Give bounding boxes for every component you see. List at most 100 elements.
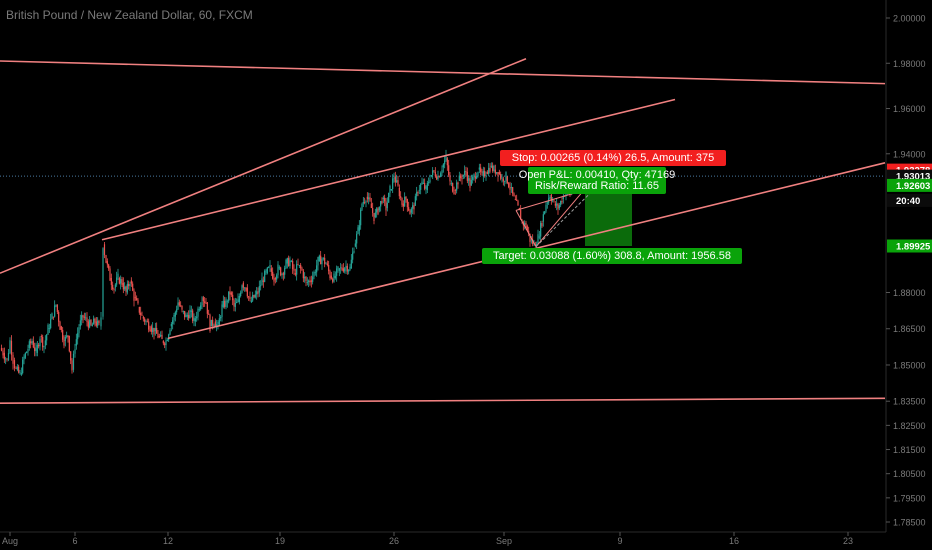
candle-body (2, 350, 4, 356)
candle-body (34, 347, 36, 352)
candle-body (313, 271, 315, 277)
candle-body (226, 301, 228, 303)
candle-body (186, 315, 188, 317)
candle-body (18, 366, 20, 373)
candle-body (490, 165, 492, 168)
candle-body (306, 281, 308, 283)
candle-body (130, 280, 132, 284)
candle-body (560, 201, 562, 206)
candle-body (280, 267, 282, 276)
candle-body (67, 335, 69, 338)
candle-body (465, 170, 467, 173)
candle-body (386, 202, 388, 209)
candle-body (286, 258, 288, 264)
candle-body (366, 196, 368, 200)
price-tag: 1.92603 (887, 178, 932, 192)
candle-body (133, 290, 135, 301)
candle-body (210, 319, 212, 327)
candle-body (360, 209, 362, 226)
candle-body (184, 310, 186, 318)
candle-body (74, 349, 76, 354)
candle-body (148, 321, 150, 330)
candle-body (192, 310, 194, 321)
candle-body (393, 177, 395, 179)
candle-body (109, 268, 111, 281)
candle-body (552, 200, 554, 202)
price-tag: 20:40 (887, 193, 932, 207)
candle-body (172, 320, 174, 324)
candle-body (546, 202, 548, 204)
candle-body (297, 264, 299, 265)
candle-body (284, 268, 286, 275)
candle-body (408, 207, 410, 211)
candle-body (333, 273, 335, 282)
candle-body (496, 172, 498, 174)
candle-body (289, 260, 291, 267)
candle-body (144, 318, 146, 322)
candle-body (478, 167, 480, 170)
candle-body (417, 192, 419, 194)
candle-body (290, 261, 292, 262)
trendline-2 (0, 57, 527, 274)
candle-body (353, 251, 355, 253)
candle-body (316, 265, 318, 273)
candle-body (193, 317, 195, 321)
candle-body (12, 354, 14, 364)
candle-body (209, 314, 211, 331)
candle-body (512, 187, 514, 194)
candle-body (462, 175, 464, 177)
candle-body (48, 328, 50, 329)
candle-body (265, 270, 267, 272)
candle-body (170, 323, 172, 327)
candle-body (396, 180, 398, 183)
candle-body (50, 319, 52, 329)
candle-body (27, 348, 29, 352)
candle-body (32, 340, 34, 348)
trendline-1 (0, 60, 886, 85)
candle-body (321, 258, 323, 265)
candle-body (162, 340, 164, 344)
y-tick-label: 1.78500 (893, 518, 926, 528)
candle-body (126, 284, 128, 293)
candle-body (312, 276, 314, 282)
candle-body (242, 282, 244, 288)
candle-body (537, 234, 539, 245)
candle-body (432, 170, 434, 176)
candle-body (328, 264, 330, 272)
trendline-3 (101, 98, 676, 241)
candle-body (421, 181, 423, 185)
candle-body (249, 297, 251, 299)
candle-body (326, 263, 328, 265)
candle-body (208, 313, 210, 315)
candle-body (161, 334, 163, 340)
candle-body (374, 212, 376, 218)
candle-body (86, 317, 88, 323)
candle-body (457, 182, 459, 185)
candle-body (472, 176, 474, 180)
candle-body (236, 301, 238, 303)
candle-body (294, 273, 296, 275)
candle-body (416, 192, 418, 197)
candle-body (136, 298, 138, 301)
candle-body (368, 197, 370, 200)
candle-body (482, 170, 484, 177)
candle-body (62, 329, 64, 340)
candle-body (372, 208, 374, 213)
candle-body (454, 189, 456, 191)
candle-body (270, 268, 272, 272)
candle-body (79, 320, 81, 327)
candle-body (272, 271, 274, 279)
candle-body (156, 327, 158, 334)
candle-body (64, 336, 66, 341)
pnl-label-bg (528, 167, 666, 194)
candle-body (292, 261, 294, 270)
x-tick-label: 19 (275, 536, 285, 546)
candle-body (23, 356, 25, 360)
price-tag-text: 1.89925 (896, 242, 931, 253)
candle-body (350, 259, 352, 269)
candle-body (77, 333, 79, 340)
candle-body (481, 171, 483, 173)
candle-body (40, 335, 42, 337)
candle-body (176, 309, 178, 313)
